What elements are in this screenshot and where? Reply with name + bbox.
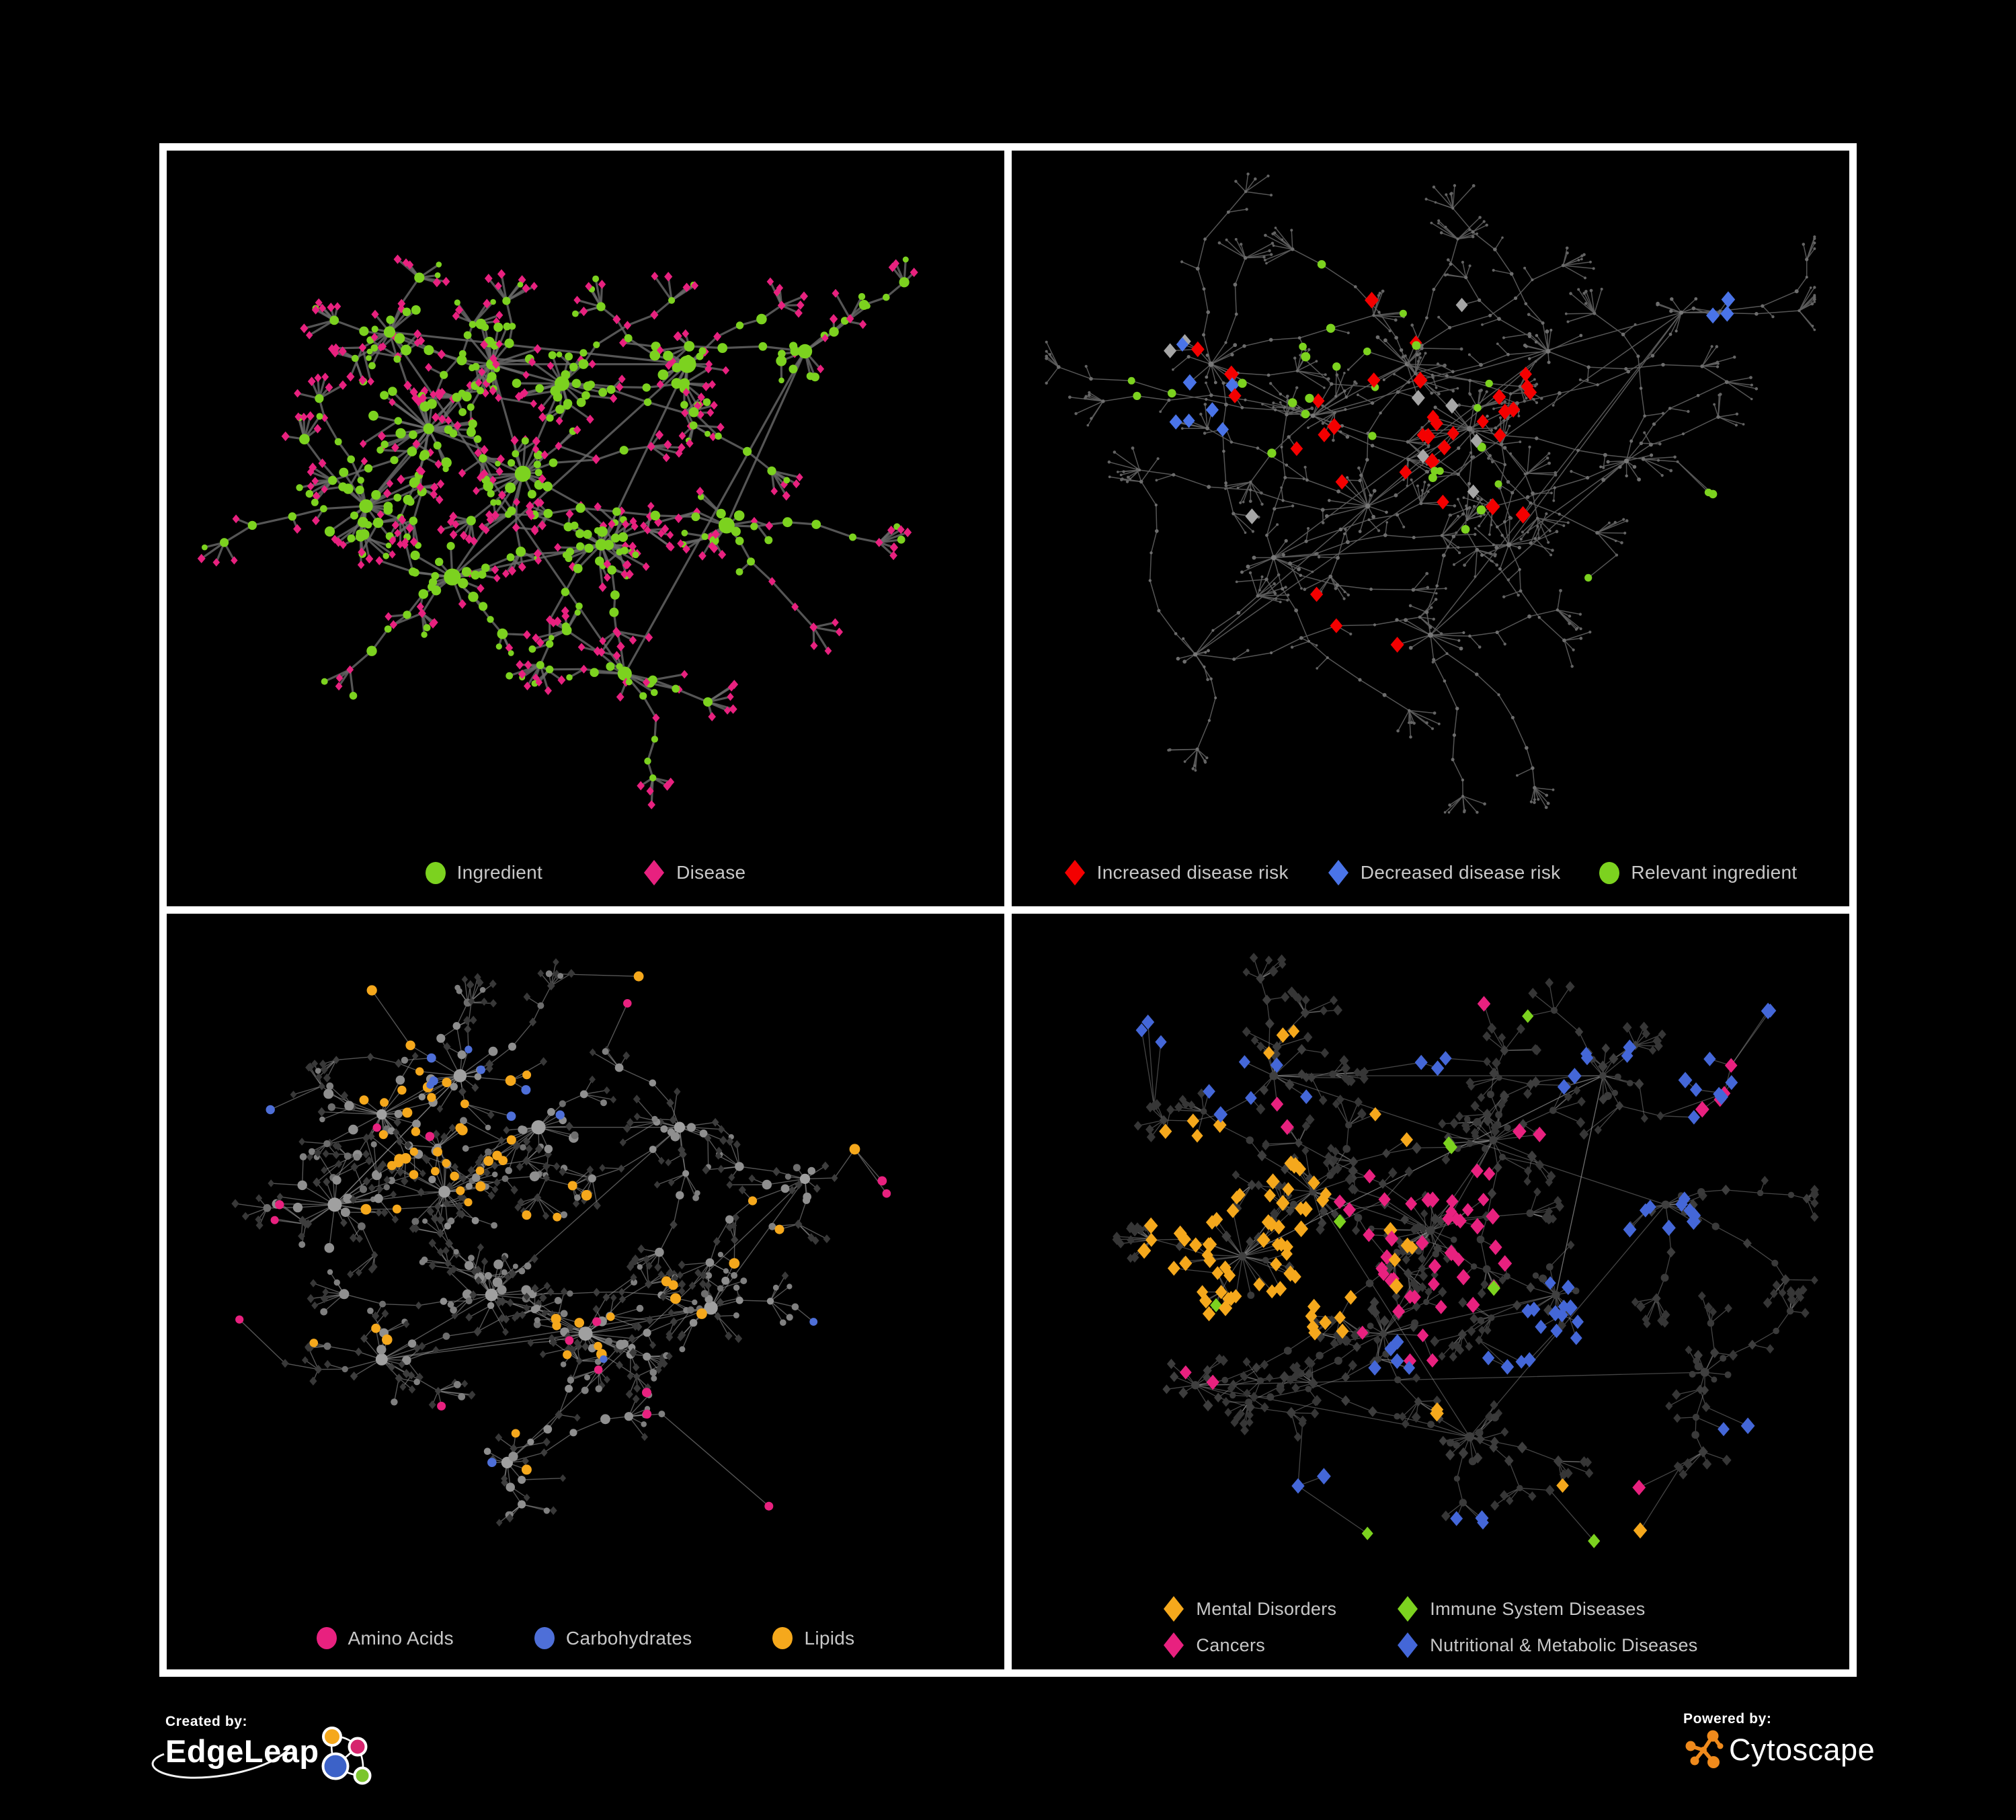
circle-swatch-icon	[534, 1627, 555, 1649]
nutrient-classes-network	[231, 958, 891, 1527]
circle-swatch-icon	[425, 861, 446, 884]
legend-item: Amino Acids	[316, 1627, 454, 1649]
cytoscape-wordmark: Cytoscape	[1729, 1732, 1876, 1767]
cytoscape-logo-icon	[1685, 1730, 1724, 1768]
legend-label: Disease	[676, 862, 746, 883]
legend-label: Cancers	[1196, 1634, 1266, 1655]
legend-label: Nutritional & Metabolic Diseases	[1430, 1634, 1698, 1655]
panel-disease-risk: Increased disease risk Decreased disease …	[1012, 151, 1849, 906]
diamond-swatch-icon	[1398, 1596, 1418, 1622]
legend-label: Increased disease risk	[1096, 862, 1289, 883]
diamond-swatch-icon	[1164, 1596, 1184, 1622]
disease-risk-legend: Increased disease risk Decreased disease …	[1012, 859, 1849, 886]
legend-label: Decreased disease risk	[1360, 862, 1561, 883]
legend-label: Lipids	[804, 1627, 855, 1649]
edgeleap-logo-icon	[321, 1727, 372, 1785]
legend-label: Carbohydrates	[565, 1627, 692, 1649]
legend-item: Lipids	[772, 1627, 854, 1649]
circle-swatch-icon	[316, 1627, 337, 1649]
edgeleap-wordmark: EdgeLeap	[165, 1733, 319, 1769]
legend-label: Immune System Diseases	[1430, 1598, 1646, 1619]
legend-label: Amino Acids	[348, 1627, 454, 1649]
legend-item: Mental Disorders	[1163, 1595, 1336, 1622]
legend-item: Decreased disease risk	[1328, 859, 1561, 886]
diamond-swatch-icon	[1064, 860, 1085, 885]
legend-item: Ingredient	[425, 861, 543, 884]
ingredients-diseases-legend: Ingredient Disease	[167, 859, 1004, 886]
circle-swatch-icon	[772, 1627, 793, 1649]
panel-nutrient-classes: Amino Acids Carbohydrates Lipids	[167, 914, 1004, 1669]
created-by-label: Created by:	[165, 1714, 248, 1729]
legend-label: Ingredient	[456, 862, 543, 883]
diamond-swatch-icon	[1164, 1632, 1184, 1658]
diamond-swatch-icon	[1398, 1632, 1418, 1658]
panel-disease-categories: Mental Disorders Immune System Diseases Ca…	[1012, 914, 1849, 1669]
edgeleap-credit: Created by: EdgeLeap	[151, 1714, 377, 1788]
cytoscape-credit: Powered by: Cytosc	[1683, 1711, 1875, 1770]
legend-item: Carbohydrates	[534, 1627, 692, 1649]
legend-item: Increased disease risk	[1064, 859, 1289, 886]
legend-item: Immune System Diseases	[1397, 1595, 1697, 1622]
legend-item: Disease	[643, 859, 745, 886]
circle-swatch-icon	[1599, 861, 1620, 884]
legend-label: Mental Disorders	[1196, 1598, 1337, 1619]
disease-categories-network	[1112, 953, 1819, 1548]
panel-ingredients-diseases: Ingredient Disease	[167, 151, 1004, 906]
legend-label: Relevant ingredient	[1631, 862, 1798, 883]
nutrient-classes-legend: Amino Acids Carbohydrates Lipids	[167, 1627, 1004, 1649]
diamond-swatch-icon	[1328, 860, 1348, 885]
legend-item: Cancers	[1163, 1632, 1336, 1659]
disease-risk-network	[1045, 172, 1816, 814]
legend-item: Relevant ingredient	[1599, 861, 1798, 884]
disease-categories-legend: Mental Disorders Immune System Diseases Ca…	[1012, 1595, 1849, 1659]
diamond-swatch-icon	[644, 860, 665, 885]
legend-item: Nutritional & Metabolic Diseases	[1397, 1632, 1697, 1659]
powered-by-label: Powered by:	[1683, 1711, 1772, 1727]
ingredients-diseases-network	[197, 254, 918, 809]
panel-grid: Ingredient Disease Increased disease risk…	[159, 143, 1857, 1677]
